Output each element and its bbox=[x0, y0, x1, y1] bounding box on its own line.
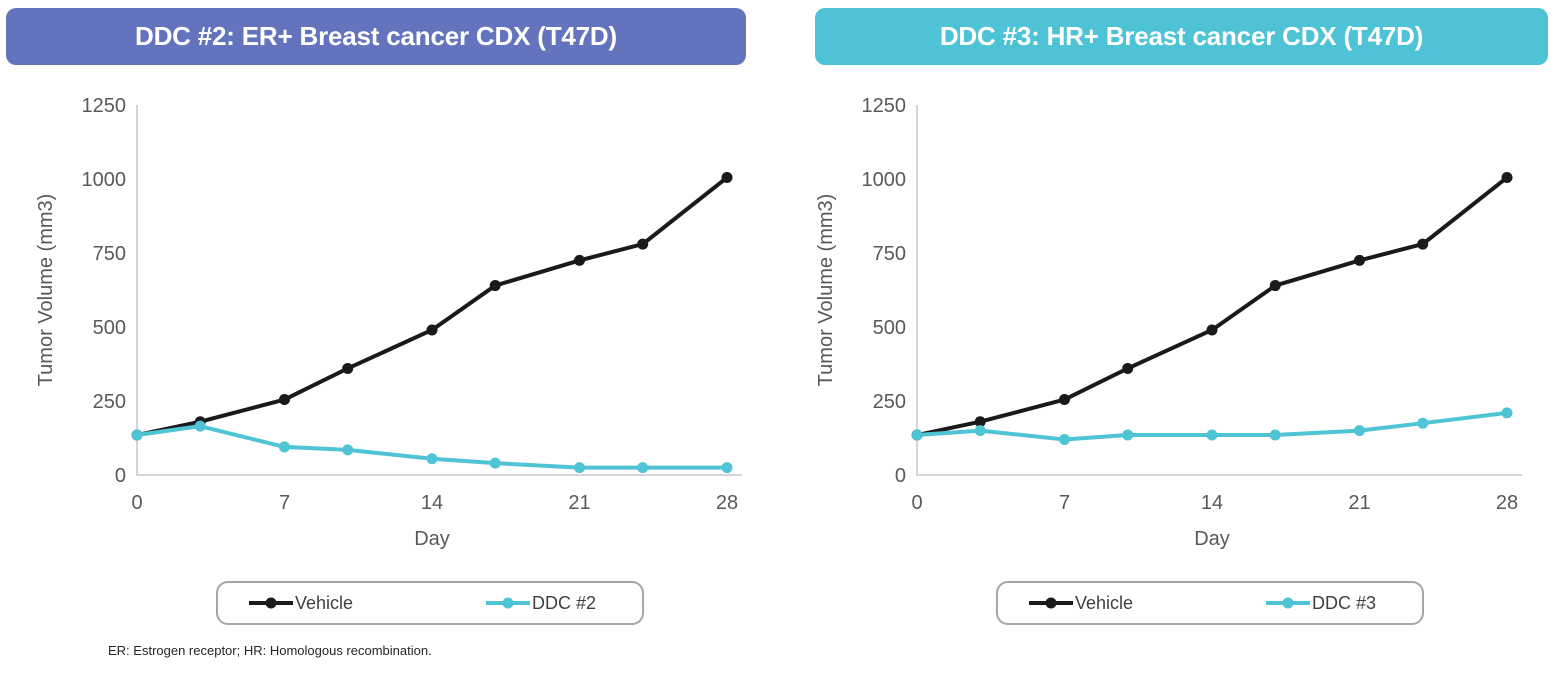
series-marker-vehicle bbox=[426, 324, 438, 336]
series-marker-ddc-2 bbox=[342, 444, 354, 456]
series-marker-ddc-2 bbox=[721, 462, 733, 474]
y-axis-title: Tumor Volume (mm3) bbox=[815, 194, 837, 387]
ddc2-legend-marker-icon bbox=[485, 597, 530, 609]
x-tick-label: 28 bbox=[1496, 492, 1518, 514]
y-tick-label: 750 bbox=[873, 243, 906, 265]
y-tick-label: 250 bbox=[93, 391, 126, 413]
series-marker-ddc-2 bbox=[426, 453, 438, 465]
footnote: ER: Estrogen receptor; HR: Homologous re… bbox=[108, 643, 432, 658]
series-marker-ddc-3 bbox=[1059, 433, 1070, 445]
series-marker-ddc-3 bbox=[974, 425, 986, 437]
x-tick-label: 14 bbox=[421, 492, 443, 514]
axis-lines bbox=[136, 105, 742, 476]
y-tick-label: 750 bbox=[93, 243, 126, 265]
y-tick-label: 1250 bbox=[82, 95, 127, 117]
series-marker-ddc-2 bbox=[279, 441, 290, 453]
y-tick-label: 500 bbox=[873, 317, 906, 339]
series-marker-ddc-2 bbox=[489, 457, 501, 469]
legend-label-ddc2: DDC #2 bbox=[531, 592, 596, 613]
series-marker-vehicle bbox=[489, 280, 501, 292]
legend-entry-ddc3: DDC #3 bbox=[1265, 593, 1376, 614]
tumor-volume-chart-ddc3: 0 250 500 750 1000 1250 0 7 14 21 28 Day Tumor Volum… bbox=[815, 95, 1522, 550]
series-marker-vehicle bbox=[1206, 324, 1218, 336]
series-marker-ddc-3 bbox=[1501, 407, 1513, 419]
legend-entry-ddc2: DDC #2 bbox=[485, 593, 596, 614]
x-tick-label: 7 bbox=[1059, 492, 1070, 514]
series-marker-ddc-2 bbox=[637, 462, 649, 474]
x-tick-label: 0 bbox=[911, 492, 922, 514]
ddc3-legend-marker-icon bbox=[1265, 597, 1310, 609]
x-tick-label: 0 bbox=[131, 492, 142, 514]
series-marker-vehicle bbox=[1122, 362, 1134, 374]
legend-label-vehicle: Vehicle bbox=[1075, 592, 1134, 613]
x-tick-label: 21 bbox=[1348, 492, 1370, 514]
series-marker-ddc-3 bbox=[1122, 429, 1134, 441]
x-tick-label: 21 bbox=[568, 492, 590, 514]
y-tick-label: 1000 bbox=[862, 169, 907, 191]
series-marker-ddc-3 bbox=[911, 429, 923, 441]
legend-label-ddc3: DDC #3 bbox=[1311, 592, 1376, 613]
series-marker-vehicle bbox=[637, 238, 649, 250]
series-line-vehicle bbox=[135, 175, 729, 438]
series-marker-ddc-3 bbox=[1206, 429, 1218, 441]
panel-ddc3: DDC #3: HR+ Breast cancer CDX (T47D) 0 25… bbox=[780, 0, 1560, 625]
series-marker-vehicle bbox=[279, 394, 290, 406]
series-line-vehicle bbox=[915, 175, 1509, 438]
series-marker-vehicle bbox=[342, 362, 354, 374]
x-axis-title: Day bbox=[1194, 528, 1230, 550]
series-marker-ddc-3 bbox=[1417, 417, 1429, 429]
legend-ddc3: Vehicle DDC #3 bbox=[996, 581, 1424, 625]
axis-lines bbox=[916, 105, 1522, 476]
chart-title-ddc2: DDC #2: ER+ Breast cancer CDX (T47D) bbox=[6, 8, 746, 65]
series-marker-ddc-2 bbox=[131, 429, 143, 441]
vehicle-legend-marker-icon bbox=[249, 597, 293, 609]
legend-label-vehicle: Vehicle bbox=[295, 592, 354, 613]
y-tick-label: 500 bbox=[93, 317, 126, 339]
y-tick-label: 0 bbox=[895, 465, 906, 487]
series-marker-ddc-2 bbox=[574, 462, 585, 474]
series-marker-vehicle bbox=[1354, 254, 1365, 266]
tumor-volume-chart-ddc2: 0 250 500 750 1000 1250 0 7 14 21 28 Day Tumor Volum… bbox=[35, 95, 742, 550]
series-marker-vehicle bbox=[974, 416, 986, 428]
series-marker-vehicle bbox=[1501, 172, 1513, 184]
legend-entry-vehicle: Vehicle bbox=[248, 593, 353, 614]
y-tick-label: 1250 bbox=[862, 95, 907, 117]
series-marker-ddc-3 bbox=[1269, 429, 1281, 441]
x-axis-title: Day bbox=[414, 528, 450, 550]
series-marker-vehicle bbox=[1059, 394, 1070, 406]
chart-panels: DDC #2: ER+ Breast cancer CDX (T47D) 0 25… bbox=[0, 0, 1560, 625]
y-tick-label: 1000 bbox=[82, 169, 127, 191]
series-marker-ddc-3 bbox=[1354, 425, 1365, 437]
panel-ddc2: DDC #2: ER+ Breast cancer CDX (T47D) 0 25… bbox=[0, 0, 780, 625]
x-tick-label: 7 bbox=[279, 492, 290, 514]
legend-entry-vehicle: Vehicle bbox=[1028, 593, 1133, 614]
series-marker-vehicle bbox=[1269, 280, 1281, 292]
series-marker-vehicle bbox=[574, 254, 585, 266]
y-axis-title: Tumor Volume (mm3) bbox=[35, 194, 57, 387]
chart-title-ddc3: DDC #3: HR+ Breast cancer CDX (T47D) bbox=[815, 8, 1548, 65]
vehicle-legend-marker-icon bbox=[1029, 597, 1073, 609]
legend-ddc2: Vehicle DDC #2 bbox=[216, 581, 644, 625]
series-marker-ddc-2 bbox=[194, 420, 206, 432]
y-tick-label: 0 bbox=[115, 465, 126, 487]
x-tick-label: 28 bbox=[716, 492, 738, 514]
series-marker-vehicle bbox=[721, 172, 733, 184]
y-tick-label: 250 bbox=[873, 391, 906, 413]
series-marker-vehicle bbox=[1417, 238, 1429, 250]
x-tick-label: 14 bbox=[1201, 492, 1223, 514]
